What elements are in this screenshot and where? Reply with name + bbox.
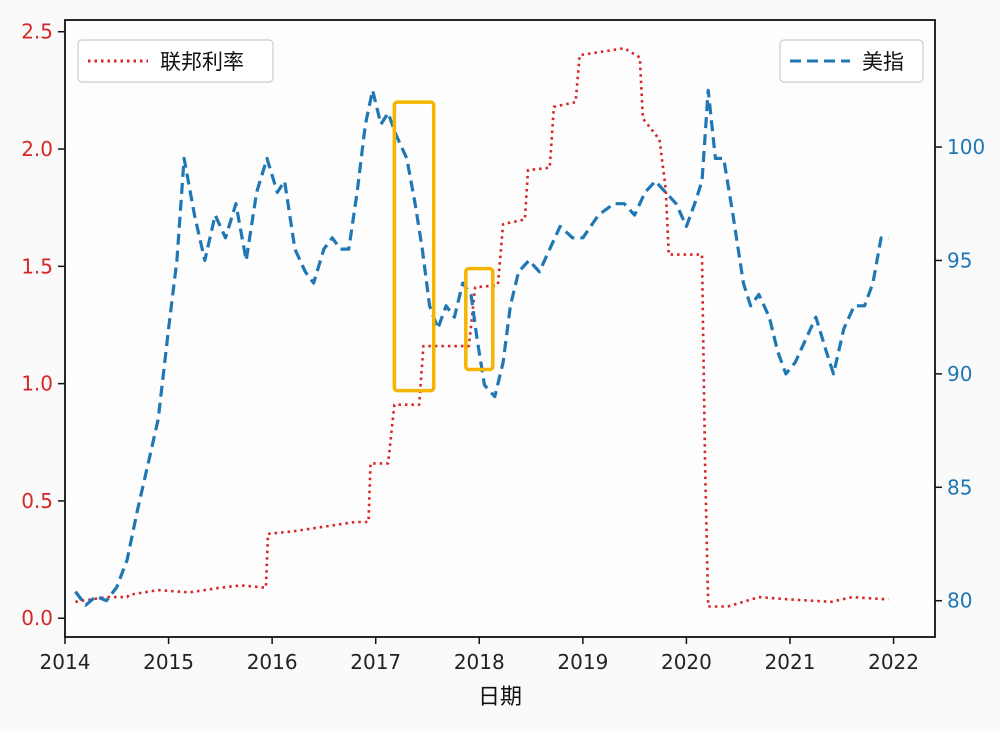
legend-dxy: 美指 [779,39,924,83]
x-axis-label: 日期 [478,685,522,710]
left-tick-label: 1.5 [21,254,53,278]
left-tick-label: 2.0 [21,137,53,161]
x-tick-label: 2017 [350,650,401,674]
annotation-layer [392,100,495,393]
x-tick-label: 2020 [661,650,712,674]
x-tick-label: 2018 [454,650,505,674]
left-tick-label: 0.5 [21,489,53,513]
highlight-box [392,100,436,393]
plot-background [65,20,935,637]
highlight-box [464,266,495,372]
x-tick-label: 2014 [40,650,91,674]
right-tick-label: 90 [947,362,972,386]
left-tick-label: 0.0 [21,606,53,630]
series-line-dxy [74,88,889,607]
left-tick-label: 1.0 [21,372,53,396]
series-layer [74,46,889,608]
right-tick-label: 85 [947,475,972,499]
left-tick-label: 2.5 [21,20,53,44]
x-tick-label: 2015 [143,650,194,674]
x-tick-label: 2016 [247,650,298,674]
right-tick-label: 80 [947,589,972,613]
x-tick-label: 2019 [557,650,608,674]
x-tick-label: 2022 [868,650,919,674]
right-tick-label: 95 [947,248,972,272]
x-tick-label: 2021 [765,650,816,674]
x-axis: 2014 2015 2016 2017 2018 2019 2020 2021 2022 [40,637,919,674]
left-axis: 0.0 0.5 1.0 1.5 2.0 2.5 [21,20,65,630]
right-tick-label: 100 [947,135,985,159]
legend-rate-label: 联邦利率 [160,50,244,74]
legend-rate: 联邦利率 [77,39,274,83]
right-axis: 80 85 90 95 100 [935,135,985,613]
legend-dxy-label: 美指 [862,50,904,74]
plot-frame [64,19,936,638]
